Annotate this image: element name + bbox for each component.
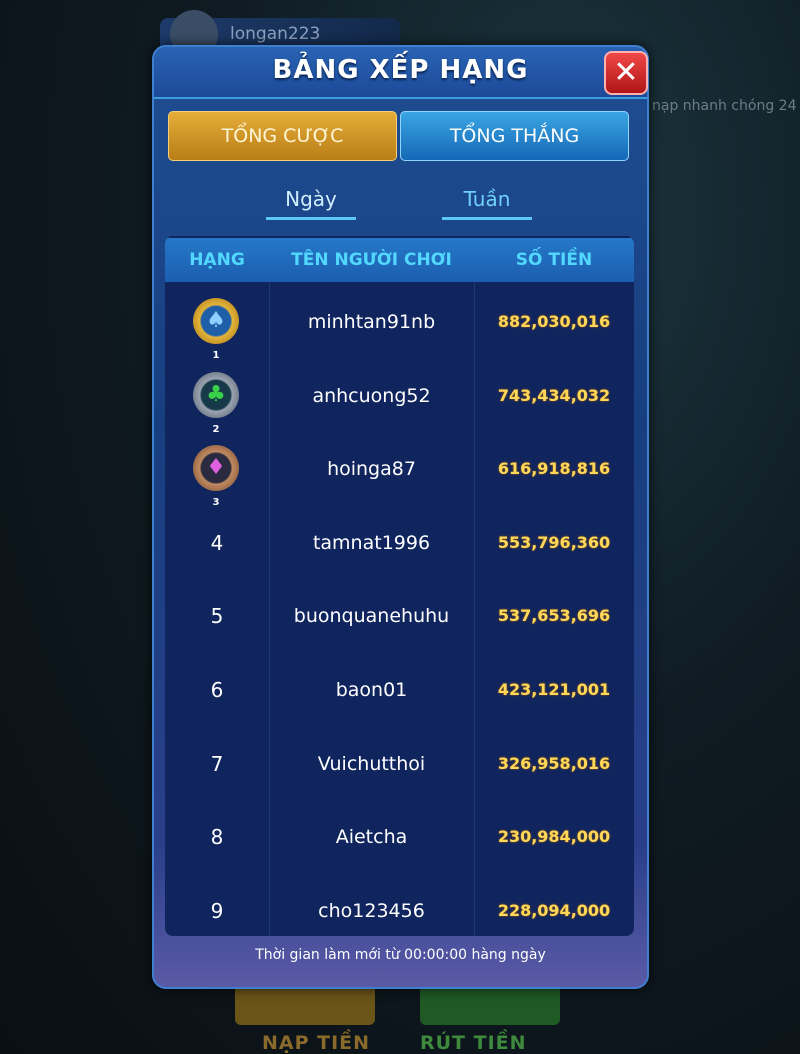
withdraw-button-bg: [420, 985, 560, 1025]
tab-week-label: Tuần: [463, 187, 511, 211]
column-divider: [269, 282, 270, 936]
player-name-cell: tamnat1996: [312, 531, 431, 554]
table-row: 7 Vuichutthoi 326,958,016: [165, 727, 634, 801]
table-row: ♦ 3 hoinga87 616,918,816: [165, 432, 634, 508]
tab-total-bet[interactable]: TỔNG CƯỢC: [168, 111, 397, 161]
tab-underline: [266, 217, 356, 220]
amount-cell: 326,958,016: [497, 753, 611, 773]
silver-club-medal-icon: ♣ 2: [193, 371, 239, 435]
background-marquee: nạp nhanh chóng 24: [652, 98, 797, 114]
bronze-diamond-medal-icon: ♦ 3: [193, 445, 239, 508]
table-header: HẠNG TÊN NGƯỜI CHƠI SỐ TIỀN: [165, 238, 634, 282]
amount-cell: 537,653,696: [497, 606, 611, 626]
player-name-cell: Vuichutthoi: [317, 752, 426, 775]
background-username: longan223: [230, 24, 321, 44]
tab-underline: [442, 217, 532, 220]
table-row: 8 Aietcha 230,984,000: [165, 800, 634, 874]
column-amount: SỐ TIỀN: [515, 250, 593, 270]
player-name-cell: cho123456: [318, 899, 425, 922]
tab-total-win[interactable]: TỔNG THẮNG: [400, 111, 629, 161]
deposit-button-bg: [235, 985, 375, 1025]
amount-cell: 743,434,032: [497, 385, 611, 405]
rank-cell: 5: [210, 604, 224, 629]
medal-rank: 3: [212, 497, 220, 509]
refresh-note: Thời gian làm mới từ 00:00:00 hàng ngày: [255, 947, 546, 963]
amount-cell: 228,094,000: [497, 900, 611, 920]
table-row: 6 baon01 423,121,001: [165, 653, 634, 727]
table-row: ♣ 2 anhcuong52 743,434,032: [165, 359, 634, 435]
player-name-cell: anhcuong52: [312, 384, 431, 407]
medal-rank: 1: [212, 350, 220, 361]
amount-cell: 882,030,016: [497, 312, 611, 331]
amount-cell: 423,121,001: [497, 680, 611, 699]
leaderboard-dialog: BẢNG XẾP HẠNG ✕ TỔNG CƯỢC TỔNG THẮNG Ngà…: [152, 45, 649, 989]
tab-week[interactable]: Tuần: [442, 187, 532, 220]
rank-cell: 8: [210, 825, 224, 850]
rank-cell: 9: [210, 898, 224, 923]
rank-cell: 7: [210, 751, 224, 776]
tab-day[interactable]: Ngày: [266, 187, 356, 220]
table-row: ♠ 1 minhtan91nb 882,030,016: [165, 285, 634, 361]
medal-rank: 2: [212, 423, 220, 435]
player-name-cell: buonquanehuhu: [293, 605, 450, 628]
player-name-cell: Aietcha: [335, 826, 408, 849]
rank-cell: 6: [210, 678, 224, 702]
column-player-name: TÊN NGƯỜI CHƠI: [291, 250, 452, 270]
amount-cell: 230,984,000: [497, 827, 611, 847]
table-row: 9 cho123456 228,094,000: [165, 874, 634, 936]
close-button[interactable]: ✕: [604, 51, 648, 95]
tab-day-label: Ngày: [285, 187, 337, 211]
player-name-cell: hoinga87: [327, 458, 416, 481]
player-name-cell: baon01: [335, 679, 408, 701]
amount-cell: 616,918,816: [497, 459, 611, 479]
leaderboard-table: HẠNG TÊN NGƯỜI CHƠI SỐ TIỀN ♠ 1 minhtan91n…: [165, 236, 634, 936]
dialog-title: BẢNG XẾP HẠNG: [272, 55, 529, 85]
table-row: 5 buonquanehuhu 537,653,696: [165, 579, 634, 653]
table-row: 4 tamnat1996 553,796,360: [165, 506, 634, 580]
gold-spade-medal-icon: ♠ 1: [193, 298, 239, 361]
withdraw-label: RÚT TIỀN: [420, 1032, 527, 1054]
amount-cell: 553,796,360: [497, 532, 611, 552]
column-rank: HẠNG: [189, 250, 245, 270]
player-name-cell: minhtan91nb: [307, 311, 436, 333]
rank-cell: 4: [210, 530, 224, 555]
column-divider: [474, 282, 475, 936]
deposit-label: NẠP TIỀN: [262, 1032, 371, 1054]
dialog-header: BẢNG XẾP HẠNG: [154, 47, 647, 99]
